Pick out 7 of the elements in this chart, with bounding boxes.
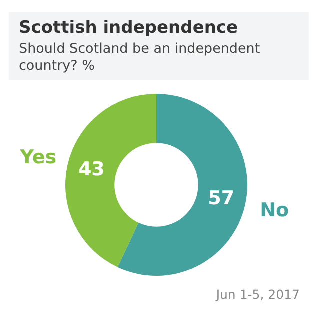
- chart-title: Scottish independence: [19, 18, 240, 38]
- chart-subtitle: Should Scotland be an independent country? %: [19, 41, 262, 75]
- text: Jun 1-5, 2017: [216, 287, 300, 302]
- data-label: 43: [78, 158, 105, 180]
- slice-label: Yes: [19, 146, 57, 169]
- data-label: 57: [208, 187, 235, 210]
- slice-label: No: [260, 199, 290, 222]
